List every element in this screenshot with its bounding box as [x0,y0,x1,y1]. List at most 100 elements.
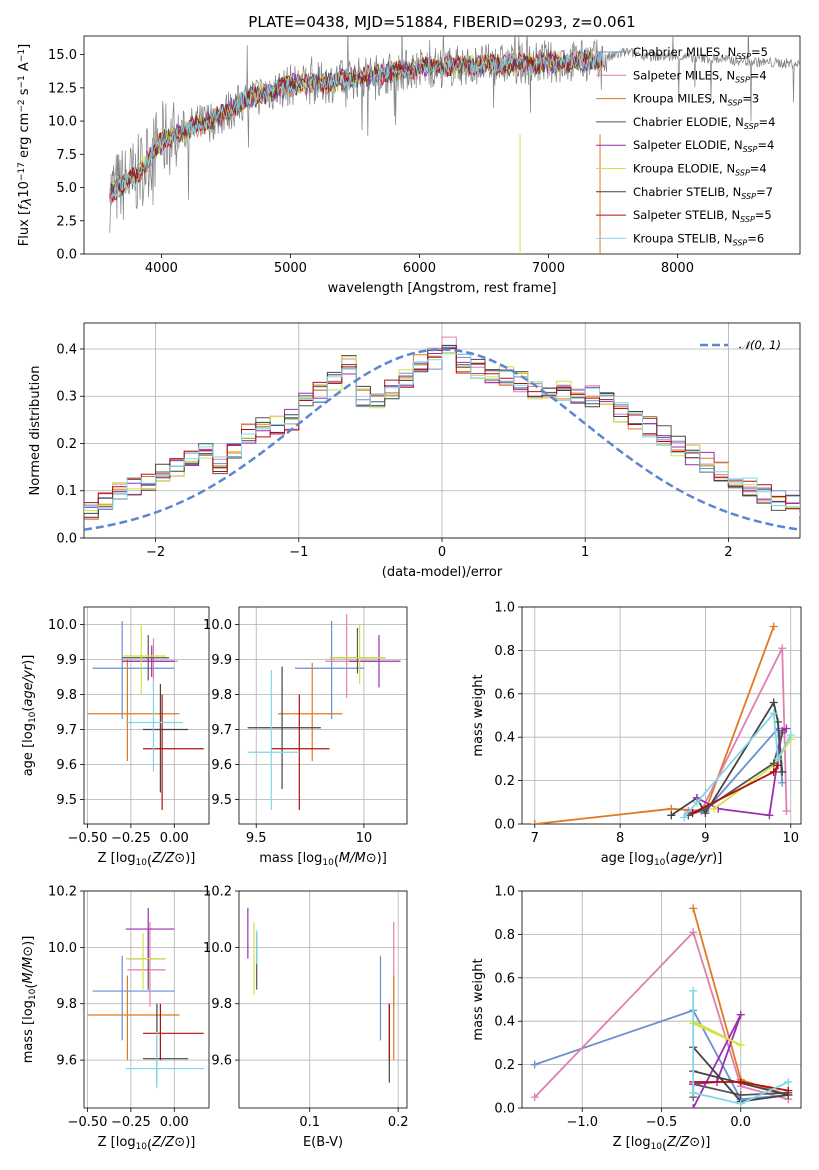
label-part: 10 [322,858,334,868]
errorbar-chabrier-stelib [247,666,321,789]
label-part: ( [147,1138,152,1153]
label-part: )] [712,851,722,866]
legend-value: =4 [757,138,774,152]
x-axis-label: wavelength [Angstrom, rest frame] [328,281,557,296]
errorbar-chabrier-stelib [143,684,189,793]
x-axis-label: Z [log10(Z/Z⊙)] [98,851,196,869]
normal-curve [84,348,800,531]
y-tick-label: 0.0 [494,818,515,833]
errorbar-salpeter-miles [127,922,166,1007]
data-point-marker [736,1077,745,1086]
legend-value: =6 [747,231,764,245]
errorbar-chabrier-miles [92,621,175,719]
x-tick-label: 8000 [661,261,694,276]
data-point-marker [769,759,778,768]
label-part: age [log [21,723,36,776]
errorbar-kroupa-stelib [125,1031,204,1089]
data-point-marker [782,724,791,733]
x-tick-label: 0.0 [730,1115,751,1130]
y-tick-label: 15.0 [48,48,77,63]
legend-value: =5 [755,208,772,222]
label-part: 10 [136,1142,148,1152]
data-point-marker [689,928,698,937]
x-tick-label: 10 [356,831,373,846]
legend-sub: SSP [733,238,748,247]
mass-weight-vs-Z-plot [530,904,793,1108]
data-point-marker [778,778,787,787]
errorbar-salpeter-stelib [143,694,204,810]
label-part: Z/Z⊙ [151,851,185,866]
y-tick-label: 0.8 [494,928,515,943]
legend-value: =4 [750,68,767,82]
x-tick-label: 2 [724,545,732,560]
data-point-marker [784,1086,793,1095]
x-tick-label: 0.2 [388,1115,409,1130]
histogram-kroupa-elodie [84,349,800,521]
data-point-marker [773,761,782,770]
data-point-marker [736,1041,745,1050]
y-tick-label: 12.5 [48,81,77,96]
errorbar-kroupa-elodie [122,624,166,695]
legend-label: Salpeter STELIB, NSSP=5 [633,208,772,224]
label-part: −2 [17,99,27,112]
data-point-marker [680,813,689,822]
label-part: ( [334,854,339,869]
y-axis-label: mass weight [471,958,486,1040]
legend-sub: SSP [740,215,755,224]
series-line [688,732,784,817]
y-axis-label: Flux [fλ10−17 erg cm−2 s−1 A−1] [17,44,35,246]
y-tick-label: 0.0 [494,1102,515,1117]
label-part: M/M⊙ [21,946,36,984]
legend-label: Chabrier STELIB, NSSP=7 [633,185,773,201]
errorbar-salpeter-stelib [143,1003,204,1061]
x-tick-label: −0.5 [646,1115,678,1130]
mass-weight-vs-age-frame [521,606,802,825]
legend-sub: SSP [735,75,750,84]
series-kroupa-stelib [680,709,795,822]
y-tick-label: 0.4 [494,1015,515,1030]
data-point-marker [689,986,698,995]
errorbar-chabrier-miles [295,621,364,719]
spectrum-plot [109,36,800,254]
legend-name: Salpeter STELIB, N [633,208,740,222]
data-point-marker [688,809,697,818]
legend-label: Kroupa ELODIE, NSSP=4 [633,162,767,178]
label-part: ( [662,1138,667,1153]
y-tick-label: 10.0 [48,115,77,130]
legend-sub: SSP [744,122,759,131]
legend-name: Kroupa STELIB, N [633,231,733,245]
errorbar-kroupa-miles [87,975,180,1061]
series-line [534,626,775,824]
legend-sub: SSP [743,145,758,154]
label-part: mass [log [21,1000,36,1063]
data-point-marker [689,1104,698,1108]
errorbar-chabrier-elodie [122,635,170,681]
residuals-axes: −2 −1 0 1 2 0.0 0.1 0.2 0.3 0.4 [56,322,801,560]
y-tick-label: 9.8 [211,997,232,1012]
x-tick-label: −0.25 [111,1115,151,1130]
y-tick-label: 9.6 [211,758,232,773]
y-tick-label: 10.0 [203,941,232,956]
y-tick-label: 0.3 [56,390,77,405]
y-tick-label: 9.5 [56,793,77,808]
chart-title: PLATE=0438, MJD=51884, FIBERID=0293, z=0… [248,13,635,31]
x-tick-label: 9.5 [246,831,267,846]
label-part: 10 [654,858,666,868]
y-tick-label: 0.2 [494,1058,515,1073]
residuals-plot [84,336,800,531]
legend-normal-label: 𝒩(0, 1) [739,338,781,352]
age-vs-mass-plot [247,614,401,810]
legend-sub: SSP [735,169,750,178]
mass-vs-EBV-plot [247,907,395,1083]
y-axis-label: mass [log10(M/M⊙)] [21,936,39,1064]
series-line [534,1009,789,1101]
label-part: s [17,88,32,99]
legend-value: =3 [742,92,759,106]
legend-name: Salpeter ELODIE, N [633,138,743,152]
x-tick-label: 0.1 [299,1115,320,1130]
data-point-marker [667,811,676,820]
y-tick-label: 10.0 [48,618,77,633]
x-axis-label: Z [log10(Z/Z⊙)] [613,1135,711,1153]
errorbar-kroupa-elodie [125,933,166,990]
